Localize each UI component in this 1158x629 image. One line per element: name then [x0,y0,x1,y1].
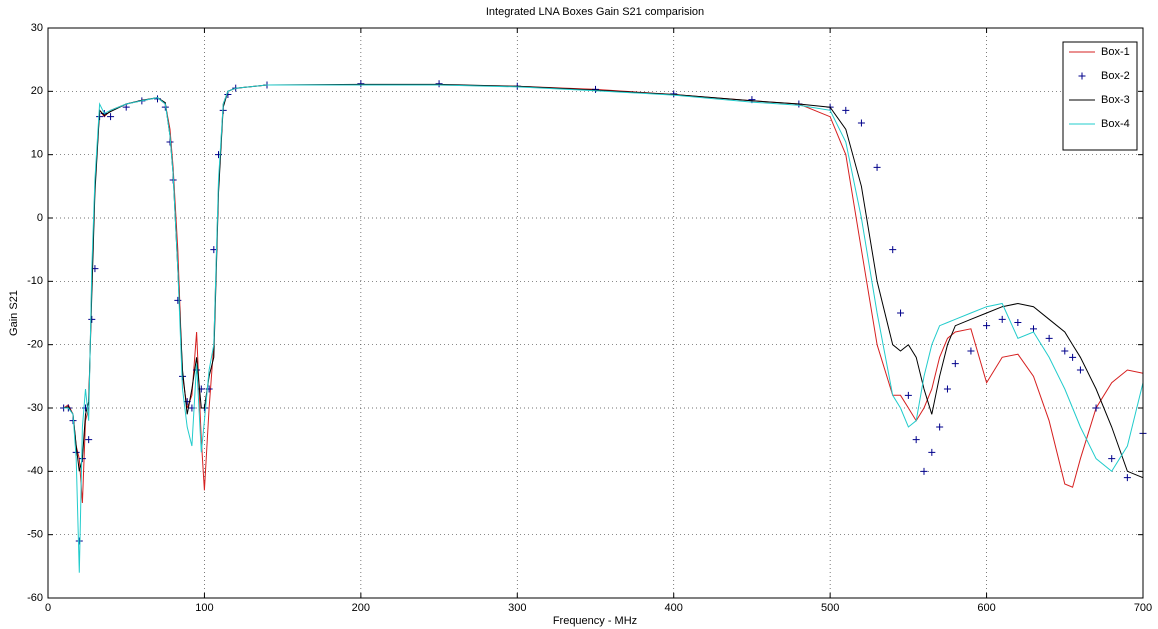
plot-area [48,28,1143,598]
x-tick-label: 400 [665,602,683,614]
legend-box [1062,41,1138,151]
data-point [873,163,881,171]
data-point [998,315,1006,323]
data-point [904,391,912,399]
chart-title: Integrated LNA Boxes Gain S21 comparisio… [486,6,704,18]
data-point [174,296,182,304]
data-point [1045,334,1053,342]
data-point [920,467,928,475]
data-point [122,103,130,111]
x-tick-label: 200 [352,602,370,614]
data-point [943,385,951,393]
x-axis-label: Frequency - MHz [553,615,637,627]
data-point [1108,455,1116,463]
data-line [63,84,1144,573]
data-point [1030,325,1037,333]
y-tick-label: 0 [37,212,43,224]
y-tick-label: -60 [27,592,43,604]
data-point [912,436,920,444]
legend-label: Box-3 [1101,94,1130,106]
data-point [951,360,959,368]
legend: Box-1 Box-2 Box-3 Box-4 [1062,41,1138,151]
legend-label: Box-4 [1101,118,1130,130]
data-point [1061,347,1069,355]
legend-label: Box-1 [1101,46,1130,58]
y-tick-label: -10 [27,275,43,287]
y-tick-label: -20 [27,339,43,351]
x-tick-label: 0 [45,602,51,614]
data-point [897,309,905,317]
data-point [983,322,991,330]
data-point [592,85,599,93]
data-point [1069,353,1077,361]
data-point [670,90,678,98]
y-tick-label: 10 [31,149,43,161]
data-point [842,106,850,114]
data-point [197,385,205,393]
legend-label: Box-2 [1101,70,1130,82]
plot-border [47,27,1144,599]
x-tick-label: 100 [195,602,213,614]
data-point [1014,319,1022,326]
data-point [88,315,96,323]
data-point [435,80,443,88]
data-point [967,347,975,355]
data-point [928,448,936,456]
y-tick-label: 30 [31,22,43,34]
x-tick-label: 700 [1134,602,1152,614]
y-axis-label: Gain S21 [8,290,20,336]
data-point [1123,474,1131,482]
data-point [85,436,93,444]
y-tick-label: -40 [27,465,43,477]
data-point [75,537,83,545]
data-point [1092,404,1100,412]
data-point [936,423,944,431]
y-tick-label: 20 [31,85,43,97]
x-tick-label: 600 [977,602,995,614]
x-tick-label: 300 [508,602,526,614]
legend-swatch [1078,72,1086,80]
data-point [107,113,115,121]
y-tick-label: -30 [27,402,43,414]
data-point [357,80,365,88]
x-tick-label: 500 [821,602,839,614]
data-point [857,119,865,127]
data-point [889,246,897,254]
y-tick-label: -50 [27,529,43,541]
data-point [1076,366,1084,374]
